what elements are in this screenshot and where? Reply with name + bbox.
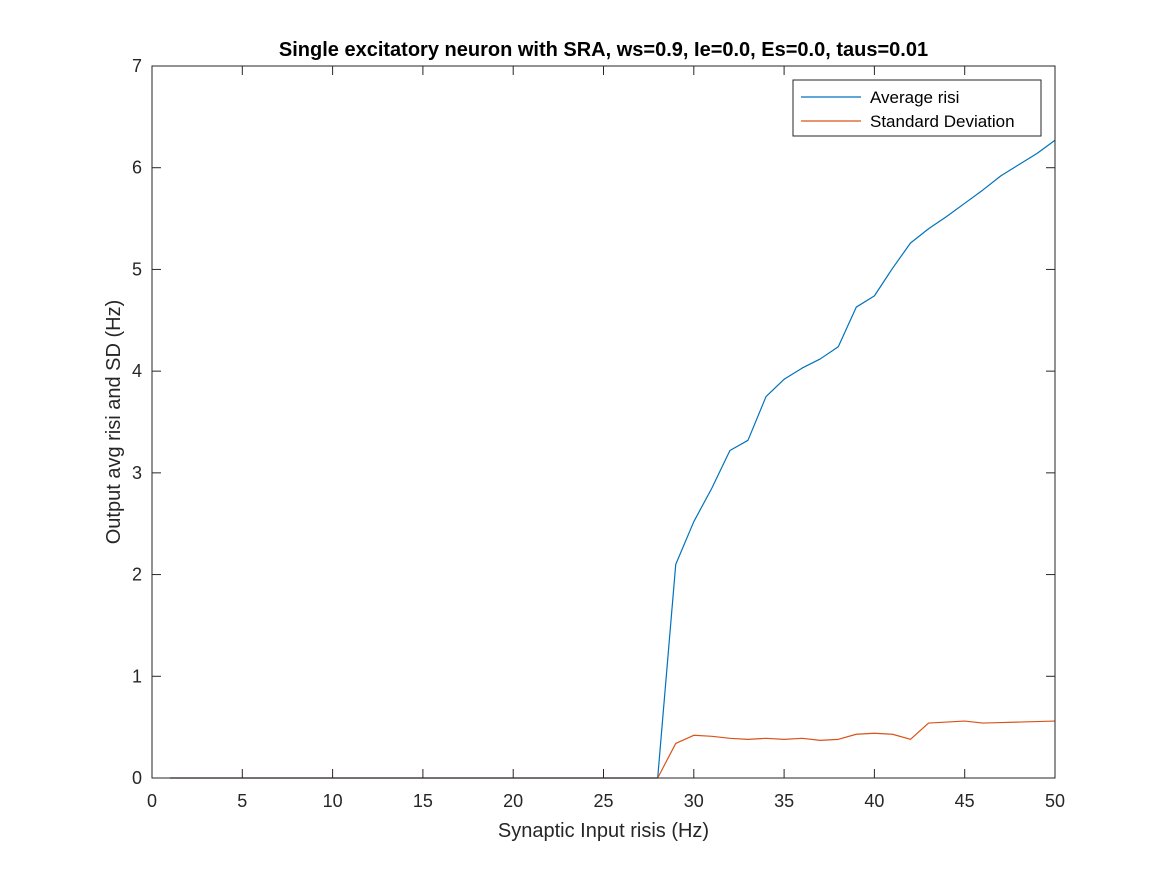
x-tick-label: 25 xyxy=(593,791,613,811)
y-tick-label: 3 xyxy=(132,463,142,483)
x-tick-label: 40 xyxy=(864,791,884,811)
x-tick-label: 15 xyxy=(413,791,433,811)
plot-frame xyxy=(151,65,1056,779)
y-tick-label: 2 xyxy=(132,565,142,585)
y-tick-label: 1 xyxy=(132,666,142,686)
x-tick-label: 20 xyxy=(503,791,523,811)
legend-box xyxy=(792,79,1042,137)
x-tick-label: 5 xyxy=(237,791,247,811)
x-tick-label: 45 xyxy=(955,791,975,811)
x-tick-label: 50 xyxy=(1045,791,1065,811)
y-tick-label: 7 xyxy=(132,56,142,76)
legend-label: Standard Deviation xyxy=(870,112,1015,131)
x-tick-label: 10 xyxy=(323,791,343,811)
chart-title: Single excitatory neuron with SRA, ws=0.… xyxy=(279,39,928,61)
y-axis-label: Output avg risi and SD (Hz) xyxy=(103,300,125,545)
y-tick-label: 0 xyxy=(132,768,142,788)
x-axis-label: Synaptic Input risis (Hz) xyxy=(498,820,709,842)
x-tick-label: 35 xyxy=(774,791,794,811)
y-tick-label: 4 xyxy=(132,361,142,381)
legend: Average risi Standard Deviation xyxy=(792,79,1042,137)
x-tick-label: 30 xyxy=(684,791,704,811)
y-tick-label: 5 xyxy=(132,259,142,279)
x-tick-label: 0 xyxy=(147,791,157,811)
legend-label: Average risi xyxy=(870,88,959,107)
y-tick-label: 6 xyxy=(132,158,142,178)
plot-area xyxy=(152,66,1055,778)
